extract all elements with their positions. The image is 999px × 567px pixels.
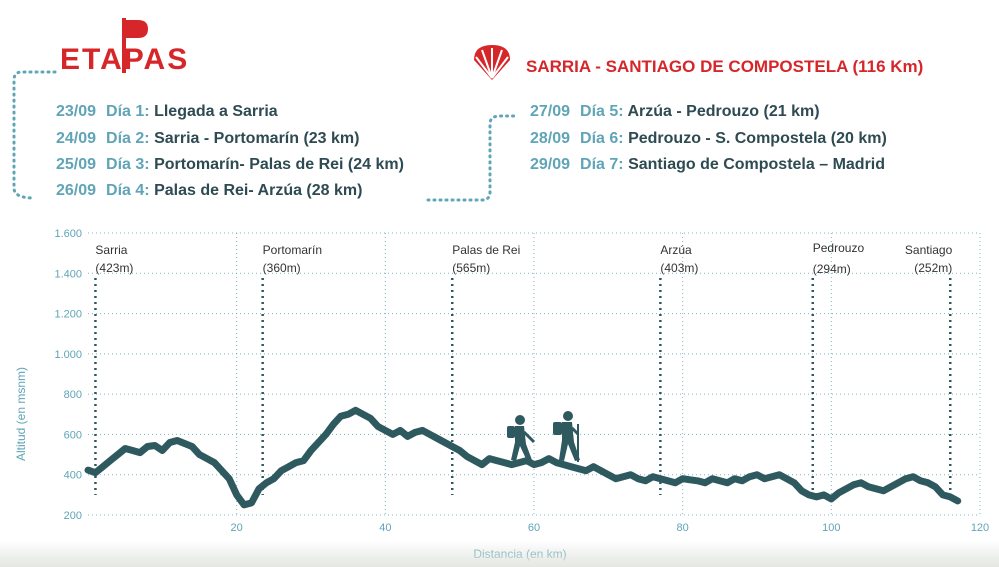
logo-text: ETAPAS <box>60 43 190 76</box>
stage-connector-lines <box>12 70 517 202</box>
stage-day: Día 2: <box>106 130 150 147</box>
stage-day: Día 7: <box>580 156 624 173</box>
y-tick-label: 1.000 <box>54 349 82 361</box>
stage-date: 27/09 <box>530 103 571 120</box>
stage-date: 29/09 <box>530 156 571 173</box>
stage-desc: Pedrouzo - S. Compostela (20 km) <box>628 130 887 147</box>
stage-date: 24/09 <box>56 130 97 147</box>
waypoint-altitude: (360m) <box>263 261 301 275</box>
x-tick-label: 120 <box>971 522 989 534</box>
route-title: SARRIA - SANTIAGO DE COMPOSTELA (116 Km) <box>526 57 924 76</box>
y-tick-label: 600 <box>64 429 82 441</box>
stage-date: 23/09 <box>56 103 97 120</box>
stage-item: 29/09 Día 7: Santiago de Compostela – Mad… <box>530 156 885 174</box>
stage-desc: Arzúa - Pedrouzo (21 km) <box>627 103 820 120</box>
stage-date: 26/09 <box>56 182 97 199</box>
waypoint-name: Santiago <box>905 243 953 257</box>
stage-date: 28/09 <box>530 130 571 147</box>
stage-desc: Llegada a Sarria <box>154 103 278 120</box>
x-tick-label: 100 <box>822 522 840 534</box>
waypoint-name: Sarria <box>95 243 127 257</box>
bottom-decoration <box>0 540 999 567</box>
y-tick-label: 800 <box>64 389 82 401</box>
scallop-shell-icon <box>474 45 510 80</box>
waypoint-name: Portomarín <box>263 243 322 257</box>
stage-desc: Santiago de Compostela – Madrid <box>628 156 886 173</box>
waypoint-name: Arzúa <box>660 243 692 257</box>
waypoint-altitude: (403m) <box>660 261 698 275</box>
y-tick-label: 1.400 <box>54 268 82 280</box>
waypoint-altitude: (565m) <box>452 261 490 275</box>
stage-item: 27/09 Día 5: Arzúa - Pedrouzo (21 km) <box>530 103 820 121</box>
stage-item: 26/09 Día 4: Palas de Rei- Arzúa (28 km) <box>56 182 362 200</box>
x-tick-label: 60 <box>528 522 540 534</box>
stage-date: 25/09 <box>56 156 97 173</box>
elevation-profile-chart: 200 400 600 800 1.000 1.200 1.400 1.600 20 40 60 80… <box>14 228 989 561</box>
stage-day: Día 6: <box>580 130 624 147</box>
stage-desc: Palas de Rei- Arzúa (28 km) <box>154 182 363 199</box>
waypoint-name: Palas de Rei <box>452 243 520 257</box>
stage-desc: Portomarín- Palas de Rei (24 km) <box>154 156 404 173</box>
y-tick-label: 200 <box>64 510 82 522</box>
waypoint-altitude: (252m) <box>914 261 952 275</box>
waypoint-altitude: (423m) <box>95 261 133 275</box>
stage-item: 23/09 Día 1: Llegada a Sarria <box>56 103 278 121</box>
hiker-icon <box>553 411 580 462</box>
stage-day: Día 4: <box>106 182 150 199</box>
x-tick-label: 80 <box>677 522 689 534</box>
stage-day: Día 3: <box>106 156 150 173</box>
y-tick-label: 1.200 <box>54 309 82 321</box>
waypoint-name: Pedrouzo <box>813 241 865 255</box>
stage-item: 24/09 Día 2: Sarria - Portomarín (23 km) <box>56 130 359 148</box>
stage-item: 25/09 Día 3: Portomarín- Palas de Rei (24… <box>56 156 404 174</box>
y-tick-label: 400 <box>64 470 82 482</box>
y-axis-title: Altitud (en msnm) <box>14 367 28 461</box>
stage-item: 28/09 Día 6: Pedrouzo - S. Compostela (20… <box>530 130 887 148</box>
y-tick-label: 1.600 <box>54 228 82 240</box>
elevation-profile-line <box>84 406 962 509</box>
stage-day: Día 5: <box>580 103 624 120</box>
x-tick-label: 20 <box>231 522 243 534</box>
hiker-icon <box>507 415 536 461</box>
etapas-logo <box>122 18 148 73</box>
waypoint-altitude: (294m) <box>813 262 851 276</box>
stage-desc: Sarria - Portomarín (23 km) <box>154 130 360 147</box>
x-tick-label: 40 <box>379 522 391 534</box>
stage-day: Día 1: <box>106 103 150 120</box>
